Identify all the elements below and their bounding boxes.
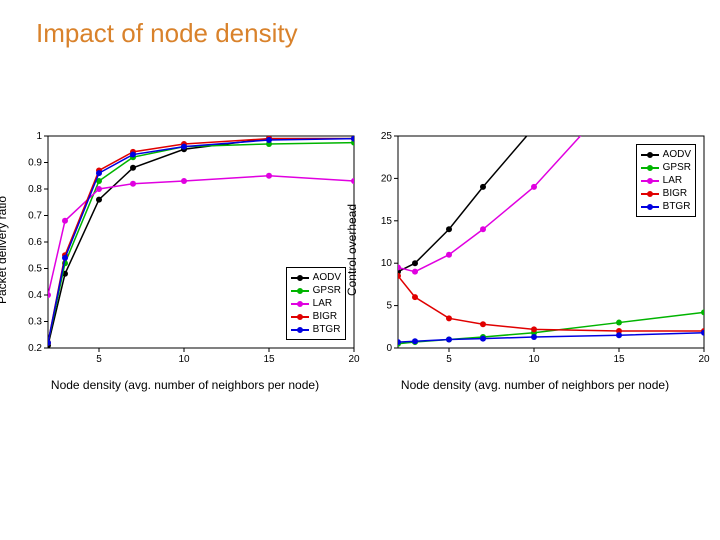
svg-text:15: 15 (381, 216, 393, 227)
svg-text:10: 10 (178, 354, 190, 365)
legend-swatch (291, 277, 309, 279)
charts-row: Packet delivery ratio 51015200.20.30.40.… (10, 130, 710, 390)
svg-text:15: 15 (613, 354, 625, 365)
legend-swatch (641, 206, 659, 208)
legend-item: GPSR (291, 284, 341, 297)
control-overhead-chart: Control overhead 51015200510152025 Node … (360, 130, 710, 370)
legend-swatch (291, 329, 309, 331)
svg-text:10: 10 (381, 258, 393, 269)
svg-text:5: 5 (386, 301, 392, 312)
svg-text:5: 5 (96, 354, 102, 365)
svg-text:15: 15 (263, 354, 275, 365)
svg-text:5: 5 (446, 354, 452, 365)
left-legend: AODVGPSRLARBIGRBTGR (286, 267, 346, 340)
left-xlabel: Node density (avg. number of neighbors p… (51, 378, 319, 392)
legend-label: BTGR (313, 323, 341, 336)
legend-swatch (641, 193, 659, 195)
svg-text:0.7: 0.7 (28, 211, 42, 222)
svg-text:0.2: 0.2 (28, 343, 42, 354)
svg-text:25: 25 (381, 131, 393, 142)
svg-text:0.6: 0.6 (28, 237, 42, 248)
legend-item: AODV (641, 148, 691, 161)
legend-label: LAR (663, 174, 682, 187)
legend-swatch (291, 316, 309, 318)
legend-swatch (291, 290, 309, 292)
legend-label: AODV (313, 271, 341, 284)
legend-swatch (641, 167, 659, 169)
svg-text:0.3: 0.3 (28, 317, 42, 328)
legend-item: BTGR (291, 323, 341, 336)
svg-text:0.8: 0.8 (28, 184, 42, 195)
packet-delivery-chart: Packet delivery ratio 51015200.20.30.40.… (10, 130, 360, 370)
legend-item: LAR (641, 174, 691, 187)
legend-item: GPSR (641, 161, 691, 174)
legend-label: GPSR (313, 284, 341, 297)
svg-text:0.4: 0.4 (28, 290, 42, 301)
legend-item: BTGR (641, 200, 691, 213)
right-xlabel: Node density (avg. number of neighbors p… (401, 378, 669, 392)
svg-text:20: 20 (348, 354, 360, 365)
svg-text:0: 0 (386, 343, 392, 354)
left-ylabel: Packet delivery ratio (0, 196, 9, 304)
legend-swatch (291, 303, 309, 305)
legend-label: BIGR (313, 310, 337, 323)
legend-label: AODV (663, 148, 691, 161)
svg-text:10: 10 (528, 354, 540, 365)
svg-text:1: 1 (36, 131, 42, 142)
legend-swatch (641, 180, 659, 182)
legend-item: BIGR (641, 187, 691, 200)
legend-item: LAR (291, 297, 341, 310)
legend-label: BIGR (663, 187, 687, 200)
legend-label: GPSR (663, 161, 691, 174)
legend-label: BTGR (663, 200, 691, 213)
right-ylabel: Control overhead (345, 204, 359, 296)
slide-title: Impact of node density (36, 18, 298, 49)
legend-item: BIGR (291, 310, 341, 323)
legend-label: LAR (313, 297, 332, 310)
svg-text:20: 20 (381, 173, 393, 184)
svg-text:0.5: 0.5 (28, 264, 42, 275)
svg-text:20: 20 (698, 354, 710, 365)
right-legend: AODVGPSRLARBIGRBTGR (636, 144, 696, 217)
svg-text:0.9: 0.9 (28, 158, 42, 169)
legend-swatch (641, 154, 659, 156)
legend-item: AODV (291, 271, 341, 284)
